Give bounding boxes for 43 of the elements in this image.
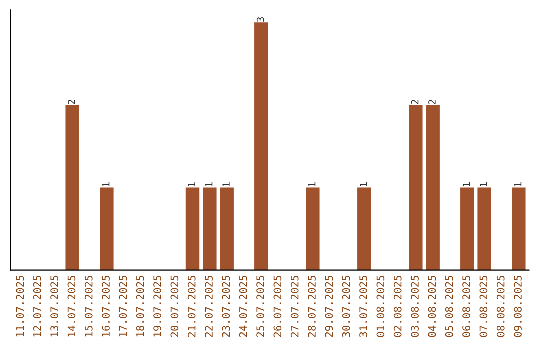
x-tick-label: 27.07.2025 [290,276,299,338]
data-label: 2 [68,100,76,104]
data-label: 1 [514,182,522,187]
x-tick-label: 12.07.2025 [33,276,42,337]
data-label: 1 [206,182,213,187]
x-tick-label: 03.08.2025 [411,276,419,338]
x-tick-label: 07.08.2025 [480,276,488,338]
x-tick-label: 05.08.2025 [445,276,454,338]
x-tick-label: 31.07.2025 [360,276,368,338]
data-label: 2 [411,100,419,104]
x-tick-label: 26.07.2025 [274,276,282,338]
x-tick-label: 13.07.2025 [50,276,58,337]
x-tick-label: 04.08.2025 [428,276,436,338]
data-label: 1 [102,182,110,187]
x-tick-label: 21.07.2025 [188,276,196,338]
x-tick-label: 08.08.2025 [496,276,505,338]
x-tick-label: 02.08.2025 [394,276,402,338]
data-label: 2 [428,100,436,104]
data-label: 1 [188,182,196,187]
x-tick-label: 18.07.2025 [136,276,144,337]
x-tick-label: 20.07.2025 [170,276,179,338]
x-tick-label: 11.07.2025 [16,276,24,337]
data-label: 1 [308,182,316,187]
x-tick-label: 28.07.2025 [308,276,316,338]
data-label: 1 [360,182,368,187]
x-tick-label: 29.07.2025 [325,276,334,338]
x-tick-label: 24.07.2025 [239,276,248,338]
x-tick-label: 09.08.2025 [514,276,522,338]
x-tick-label: 14.07.2025 [68,276,76,337]
x-tick-label: 01.08.2025 [376,276,385,338]
data-label: 1 [222,182,230,187]
x-tick-label: 19.07.2025 [154,276,162,337]
x-tick-label: 06.08.2025 [462,276,470,338]
x-tick-label: 16.07.2025 [102,276,110,337]
data-label: 1 [463,182,470,187]
x-tick-label: 25.07.2025 [256,276,264,338]
data-label: 1 [480,182,488,187]
x-tick-label: 30.07.2025 [342,276,350,338]
x-tick-label: 22.07.2025 [205,276,213,338]
x-tick-label: 15.07.2025 [84,276,93,337]
x-tick-label: 17.07.2025 [119,276,128,337]
data-label: 3 [256,17,264,22]
x-tick-label: 23.07.2025 [222,276,230,338]
